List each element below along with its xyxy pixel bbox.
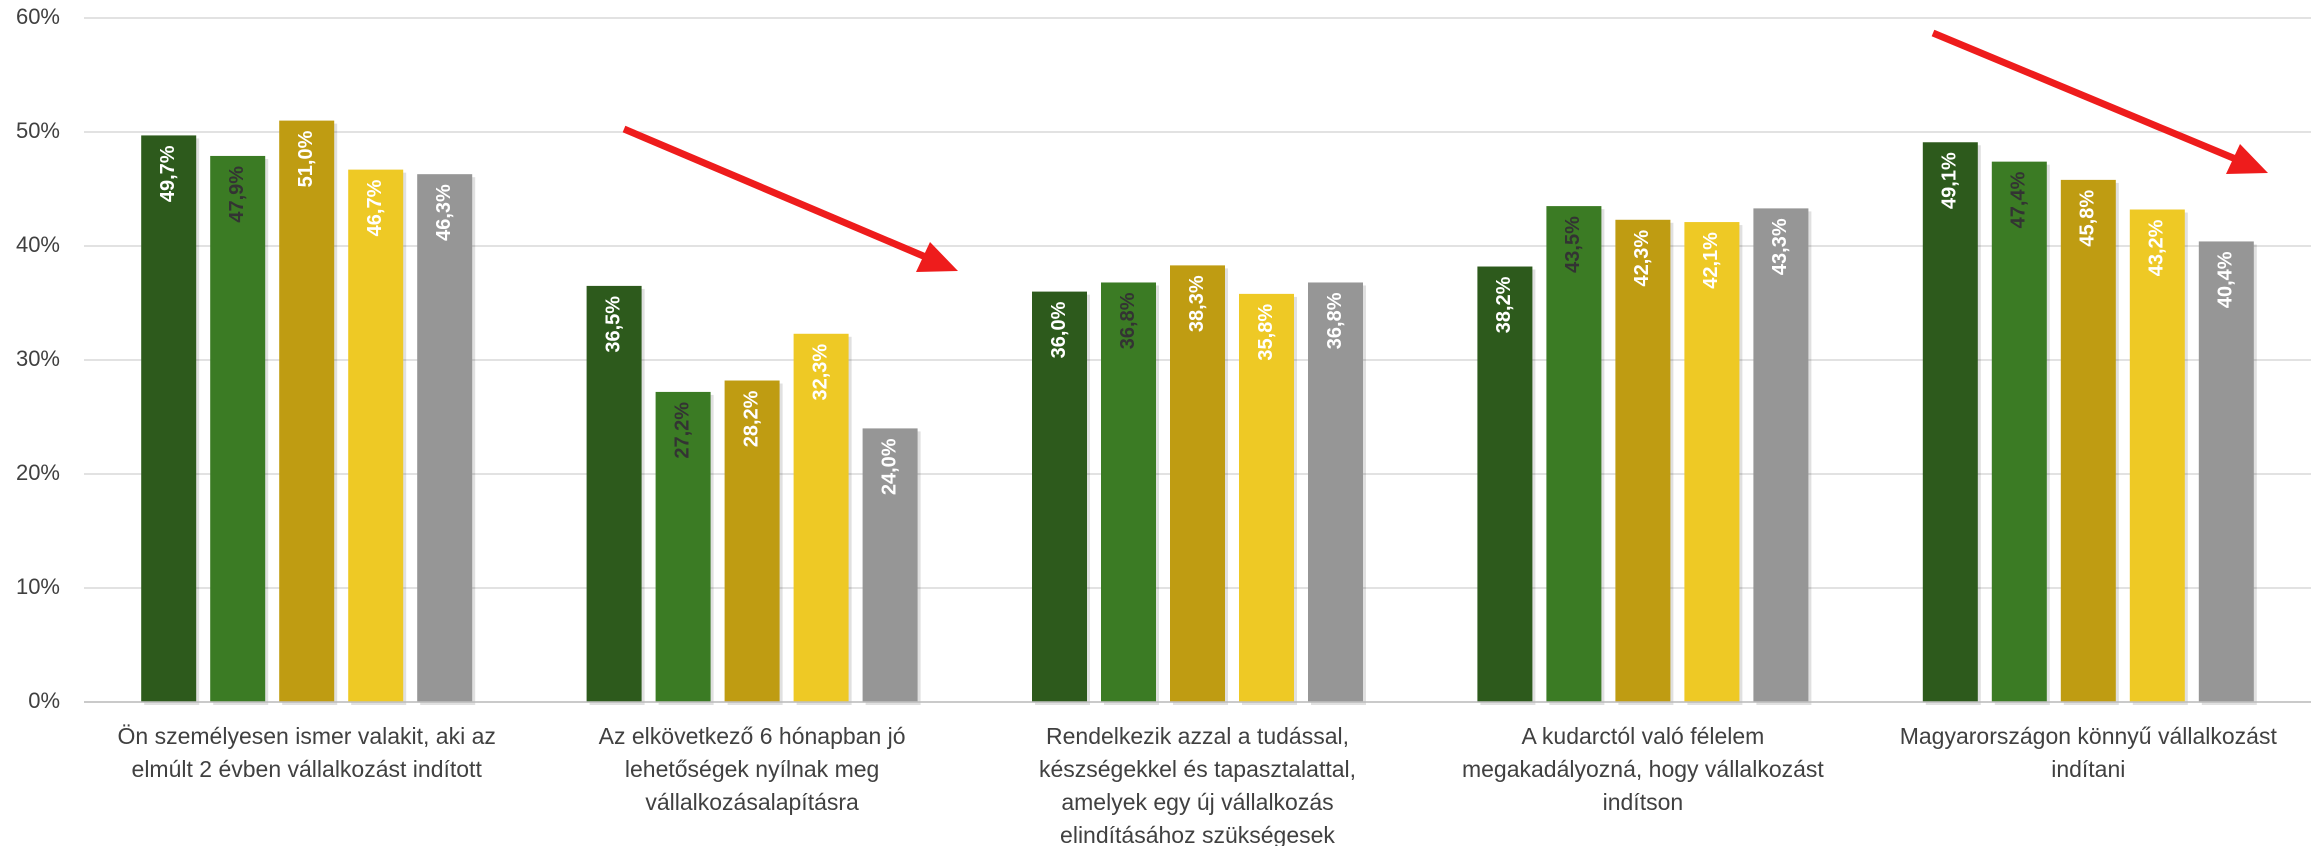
bar: [1308, 282, 1363, 702]
bar: [1101, 282, 1156, 702]
y-tick-label: 0%: [28, 688, 60, 713]
bar: [1991, 161, 2047, 702]
bar: [2129, 209, 2185, 702]
bar: [1615, 219, 1671, 702]
bar: [1546, 206, 1602, 702]
bar: [724, 380, 780, 702]
bar: [2060, 179, 2116, 702]
data-label: 47,4%: [2008, 171, 2030, 228]
data-label: 36,5%: [602, 296, 624, 353]
x-tick-label-line: elmúlt 2 évben vállalkozást indított: [132, 756, 483, 782]
data-label: 36,8%: [1117, 292, 1139, 349]
data-label: 49,1%: [1939, 152, 1961, 209]
x-tick-label-line: indítani: [2051, 756, 2125, 782]
bar: [1239, 293, 1294, 702]
data-label: 51,0%: [295, 130, 317, 187]
bar: [348, 169, 404, 702]
bar: [2198, 241, 2254, 702]
bar: [1170, 265, 1225, 702]
x-tick-label-line: elindításához szükségesek: [1060, 822, 1335, 846]
data-label: 43,5%: [1562, 216, 1584, 273]
x-tick-label-line: lehetőségek nyílnak meg: [625, 756, 879, 782]
data-label: 32,3%: [809, 344, 831, 401]
data-label: 47,9%: [226, 166, 248, 223]
bar: [1477, 266, 1533, 702]
x-tick-label-line: A kudarctól való félelem: [1521, 723, 1764, 749]
bar: [1922, 142, 1978, 702]
x-tick-label-line: indítson: [1603, 789, 1684, 815]
x-tick-label-line: Ön személyesen ismer valakit, aki az: [118, 723, 496, 749]
x-tick-label-line: vállalkozásalapításra: [645, 789, 859, 815]
data-label: 49,7%: [157, 145, 179, 202]
x-tick-label-line: Az elkövetkező 6 hónapban jó: [599, 723, 906, 749]
arrows: [622, 29, 2268, 272]
x-tick-label: Magyarországon könnyű vállalkozást indíta…: [1900, 723, 2278, 782]
data-label: 45,8%: [2077, 190, 2099, 247]
data-label: 35,8%: [1255, 304, 1277, 361]
x-tick-label-line: Rendelkezik azzal a tudással,: [1046, 723, 1349, 749]
y-tick-label: 50%: [16, 118, 60, 143]
x-tick-label: Ön személyesen ismer valakit, aki az elmú…: [118, 723, 496, 782]
y-tick-label: 40%: [16, 232, 60, 257]
x-tick-label-line: amelyek egy új vállalkozás: [1061, 789, 1333, 815]
arrow-head: [2226, 144, 2268, 174]
data-label: 42,3%: [1631, 230, 1653, 287]
data-label: 42,1%: [1700, 232, 1722, 289]
data-label: 27,2%: [671, 402, 693, 459]
y-tick-label: 60%: [16, 4, 60, 29]
bar: [862, 428, 918, 702]
bar: [279, 120, 335, 703]
bar: [210, 155, 266, 702]
data-label: 38,3%: [1186, 275, 1208, 332]
x-tick-label-line: készségekkel és tapasztalattal,: [1039, 756, 1356, 782]
bar: [655, 391, 711, 702]
data-label: 28,2%: [740, 390, 762, 447]
data-label: 24,0%: [878, 438, 900, 495]
y-tick-label: 30%: [16, 346, 60, 371]
data-label: 43,3%: [1769, 218, 1791, 275]
bar: [1684, 222, 1740, 702]
y-tick-label: 20%: [16, 460, 60, 485]
data-label: 36,8%: [1324, 292, 1346, 349]
y-tick-label: 10%: [16, 574, 60, 599]
x-tick-label: Rendelkezik azzal a tudással, készségekke…: [1039, 723, 1356, 846]
data-label: 46,7%: [364, 179, 386, 236]
x-tick-label-line: megakadályozná, hogy vállalkozást: [1462, 756, 1824, 782]
bar: [793, 333, 849, 702]
bar: [586, 285, 642, 702]
data-label: 38,2%: [1493, 276, 1515, 333]
bar: [1032, 291, 1087, 702]
arrow-line: [1931, 29, 2240, 164]
bar: [417, 174, 473, 702]
x-tick-label: Az elkövetkező 6 hónapban jó lehetőségek …: [599, 723, 906, 815]
data-label: 36,0%: [1048, 301, 1070, 358]
x-tick-label-line: Magyarországon könnyű vállalkozást: [1900, 723, 2278, 749]
arrow-head: [916, 242, 958, 272]
bar: [141, 135, 197, 703]
data-label: 43,2%: [2146, 219, 2168, 276]
data-label: 40,4%: [2215, 251, 2237, 308]
x-tick-label: A kudarctól való félelem megakadályozná, …: [1462, 723, 1824, 815]
bar: [1753, 208, 1809, 702]
data-label: 46,3%: [433, 184, 455, 241]
arrow-line: [622, 125, 930, 262]
